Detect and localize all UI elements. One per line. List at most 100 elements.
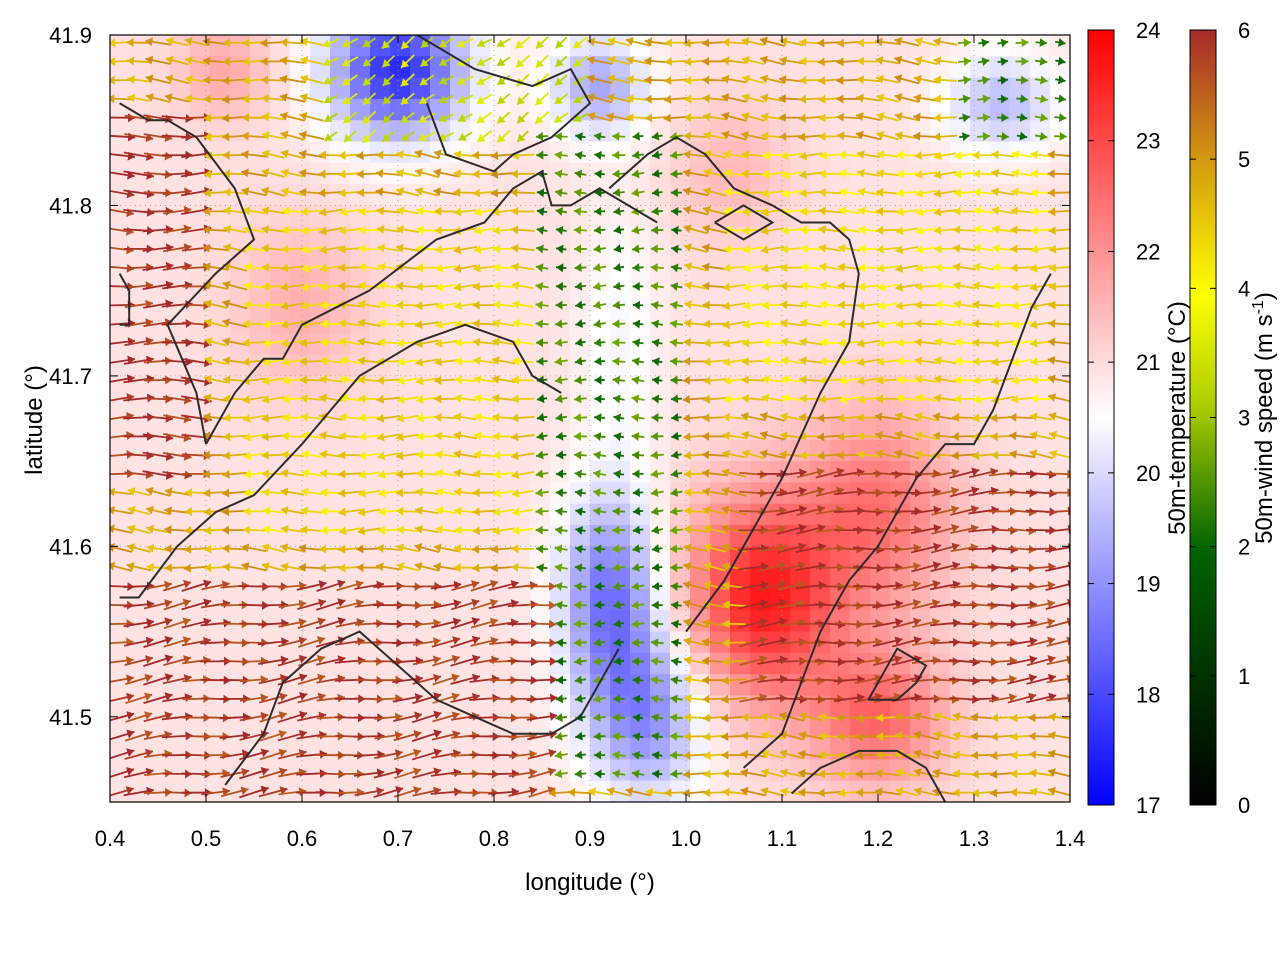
- wind-vector-head: [222, 525, 230, 535]
- wind-vector-head: [342, 96, 352, 105]
- temperature-cell: [290, 567, 311, 590]
- wind-vector-head: [261, 562, 270, 571]
- temperature-cell: [370, 695, 391, 718]
- wind-vector-head: [221, 507, 230, 517]
- temperature-cell: [250, 226, 271, 249]
- wind-vector-head: [670, 394, 679, 404]
- temperature-cell: [290, 77, 311, 100]
- wind-vector-head: [574, 169, 583, 179]
- wind-vector-head: [144, 673, 153, 683]
- wind-vector-head: [819, 262, 827, 272]
- wind-vector-head: [453, 580, 462, 590]
- wind-vector-head: [451, 654, 460, 664]
- wind-vector-head: [434, 357, 442, 367]
- wind-vector-head: [703, 788, 711, 798]
- wind-vector-head: [702, 431, 710, 441]
- temperature-cell: [150, 98, 171, 121]
- temperature-cell: [350, 354, 371, 377]
- wind-vector-head: [836, 524, 844, 534]
- wind-vector-head: [683, 356, 691, 366]
- temperature-cell: [830, 716, 851, 739]
- temperature-cell: [830, 226, 851, 249]
- temperature-cell: [710, 120, 731, 143]
- temperature-cell: [530, 56, 551, 79]
- temperature-cell: [890, 77, 911, 100]
- wind-vector-head: [280, 468, 289, 478]
- temperature-cell: [330, 695, 351, 718]
- wind-vector-head: [454, 356, 462, 366]
- temperature-cell: [230, 248, 251, 270]
- wind-vector-head: [511, 206, 519, 216]
- wind-vector-head: [651, 619, 659, 629]
- temperature-cell: [1030, 503, 1051, 526]
- wind-vector-head: [319, 412, 327, 422]
- temperature-cell: [710, 333, 731, 356]
- temperature-cell: [650, 652, 671, 675]
- wind-vector-head: [394, 767, 403, 777]
- wind-vector-head: [319, 375, 328, 384]
- temperature-cell: [610, 503, 631, 526]
- wind-vector-head: [742, 74, 751, 84]
- temperature-cell: [1050, 184, 1070, 207]
- wind-vector-head: [554, 563, 563, 573]
- wind-vector-head: [703, 751, 711, 760]
- wind-vector-head: [703, 376, 711, 386]
- wind-vector-head: [567, 787, 576, 797]
- temperature-cell: [650, 610, 671, 633]
- wind-vector-head: [222, 132, 230, 142]
- temperature-cell: [810, 120, 831, 143]
- temperature-cell: [730, 738, 751, 760]
- wind-vector-head: [262, 376, 271, 386]
- wind-vector-head: [396, 319, 404, 329]
- temperature-cell: [1030, 248, 1051, 270]
- temperature-cell: [850, 248, 871, 270]
- wind-vector-head: [722, 338, 731, 348]
- temperature-cell: [250, 248, 271, 270]
- temperature-cell: [490, 205, 511, 228]
- temperature-cell: [510, 439, 531, 462]
- wind-vector-head: [650, 638, 659, 648]
- wind-vector-head: [743, 282, 751, 292]
- temperature-cell: [170, 461, 191, 484]
- temperature-cell: [510, 397, 531, 420]
- wind-vector-head: [511, 243, 519, 253]
- wind-vector-head: [363, 58, 372, 67]
- wind-vector-head: [671, 412, 679, 422]
- wind-vector-head: [203, 299, 212, 309]
- wind-vector-head: [762, 150, 770, 160]
- temperature-cell: [170, 759, 191, 782]
- wind-vector-head: [612, 188, 621, 198]
- wind-vector-head: [166, 37, 174, 46]
- temperature-cell: [790, 269, 811, 292]
- temperature-cell: [550, 77, 571, 100]
- wind-vector-head: [607, 74, 616, 84]
- temperature-cell: [630, 141, 651, 164]
- temperature-cell: [510, 56, 531, 79]
- wind-vector-head: [144, 655, 153, 664]
- wind-vector-head: [357, 507, 366, 517]
- wind-vector-head: [682, 413, 691, 423]
- temperature-cell: [510, 333, 531, 356]
- wind-vector-head: [682, 394, 691, 404]
- wind-vector-head: [377, 525, 386, 535]
- wind-vector-head: [203, 393, 212, 403]
- wind-vector-head: [606, 112, 615, 122]
- temperature-cell: [830, 759, 851, 782]
- wind-vector-head: [489, 598, 498, 608]
- wind-vector-head: [799, 56, 807, 66]
- temperature-cell: [550, 56, 571, 79]
- wind-vector-head: [453, 264, 462, 273]
- temperature-cell: [210, 588, 231, 611]
- wind-vector-head: [358, 488, 366, 498]
- wind-vector-head: [472, 319, 480, 329]
- temperature-cell: [370, 98, 391, 121]
- wind-vector-head: [261, 243, 269, 253]
- wind-vector-head: [439, 57, 448, 66]
- temperature-cell: [890, 418, 911, 441]
- wind-vector-head: [394, 730, 403, 740]
- temperature-cell: [1010, 248, 1031, 270]
- wind-vector-head: [472, 150, 480, 160]
- wind-vector-head: [855, 751, 863, 761]
- temperature-cell: [610, 141, 631, 164]
- wind-vector-head: [683, 57, 692, 67]
